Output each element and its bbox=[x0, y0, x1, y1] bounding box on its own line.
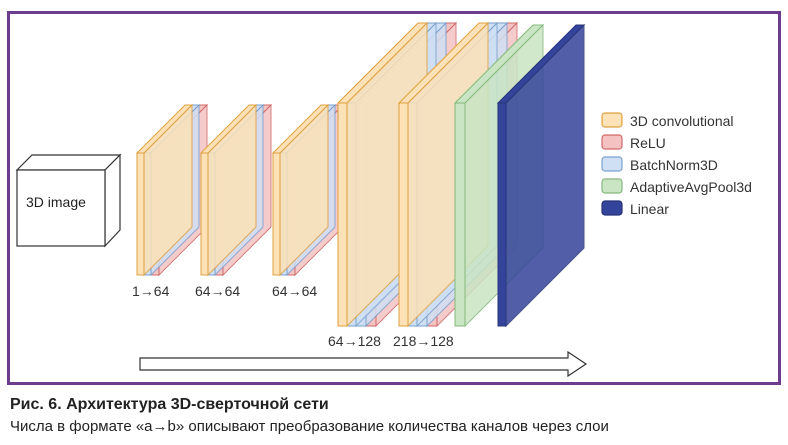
linear-layer bbox=[496, 23, 586, 328]
figure-caption-title: Рис. 6. Архитектура 3D-сверточной сети bbox=[10, 396, 329, 413]
legend-label-linear: Linear bbox=[630, 201, 669, 217]
channel-label-4: 64→128 bbox=[328, 333, 381, 349]
input-cube bbox=[15, 153, 122, 248]
legend-swatch-5 bbox=[601, 200, 623, 216]
flow-arrow bbox=[139, 350, 588, 378]
legend-label-conv: 3D convolutional bbox=[630, 113, 734, 129]
group2-conv bbox=[199, 103, 258, 277]
legend-label-relu: ReLU bbox=[630, 135, 666, 151]
input-label: 3D image bbox=[26, 194, 86, 210]
figure-caption-subtitle: Числа в формате «a→b» описывают преобраз… bbox=[10, 418, 609, 435]
channel-label-2: 64→64 bbox=[195, 283, 241, 299]
legend-swatch-2 bbox=[601, 134, 623, 150]
legend bbox=[601, 112, 623, 216]
legend-swatch-3 bbox=[601, 156, 623, 172]
legend-swatch-1 bbox=[601, 112, 623, 128]
group3-conv bbox=[271, 103, 330, 277]
legend-label-avgpool: AdaptiveAvgPool3d bbox=[630, 179, 752, 195]
layer-stack bbox=[135, 21, 586, 328]
channel-label-3: 64→64 bbox=[272, 283, 318, 299]
channel-label-5: 218→128 bbox=[393, 333, 454, 349]
group1-conv bbox=[135, 103, 194, 277]
channel-label-1: 1→64 bbox=[132, 283, 170, 299]
legend-swatch-4 bbox=[601, 178, 623, 194]
legend-label-batchnorm: BatchNorm3D bbox=[630, 157, 718, 173]
